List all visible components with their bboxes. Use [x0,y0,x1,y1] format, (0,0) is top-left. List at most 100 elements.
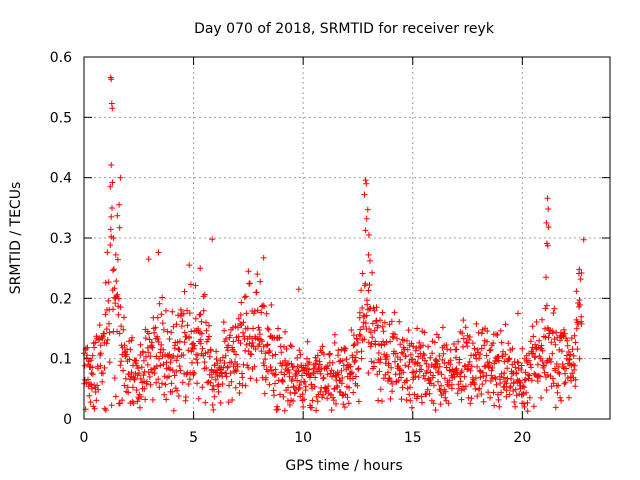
data-point [315,364,322,371]
data-point [202,399,209,406]
data-point [167,366,174,373]
data-point [237,320,244,327]
data-point [436,363,443,370]
data-point [502,351,509,358]
data-point [389,381,396,387]
data-point [365,287,372,294]
data-point [501,370,508,377]
data-point [563,365,570,372]
data-point [324,371,331,378]
x-tick-label: 15 [404,430,422,446]
data-point [497,380,504,387]
data-point [477,351,484,358]
data-point [265,368,271,375]
data-point [319,343,326,350]
data-point [461,373,468,380]
data-point [362,320,369,327]
data-point [273,406,280,413]
data-point [346,384,353,391]
data-point [371,307,378,314]
data-point [105,279,112,286]
data-point [401,346,408,353]
data-point [538,394,545,401]
data-point [173,321,180,328]
data-point [447,361,454,368]
data-point [427,369,434,376]
data-point [359,305,366,311]
data-point [129,398,136,405]
data-point [474,363,481,370]
data-point [89,385,95,392]
data-point [182,394,189,400]
data-point [364,206,371,213]
data-point [489,365,496,371]
data-point [392,350,399,357]
data-point [235,333,242,340]
data-point [116,224,123,231]
data-point [285,384,291,391]
data-point [121,382,128,389]
data-point [374,322,381,329]
data-point [142,396,149,403]
data-point [173,357,180,364]
data-point [112,393,119,400]
data-point [268,302,275,308]
data-point [467,367,474,374]
data-point [254,335,261,342]
data-point [441,375,448,382]
data-point [108,213,115,220]
data-point [498,370,505,377]
data-point [256,331,263,338]
data-point [285,366,292,373]
data-point [521,377,528,384]
y-tick-label: 0.2 [50,291,72,307]
data-point [493,381,500,388]
data-point [323,387,330,394]
data-point [542,325,548,332]
data-point [339,357,346,364]
y-tick-label: 0.3 [50,231,72,247]
data-point [86,392,93,399]
data-point [271,392,277,399]
data-point [352,373,359,380]
data-point [261,390,268,397]
data-point [89,364,96,371]
data-point [532,341,539,348]
data-point [175,346,182,353]
data-point [263,310,270,317]
data-point [247,375,254,382]
data-point [284,397,291,404]
data-point [324,395,331,402]
data-point [369,269,376,276]
data-point [567,351,574,358]
data-point [306,359,313,366]
data-point [451,341,457,347]
data-point [550,380,557,387]
data-point [281,407,288,414]
data-point [367,329,374,336]
data-point [152,324,159,331]
data-point [473,320,480,327]
data-point [551,336,558,343]
data-point [569,370,576,377]
data-point [347,370,354,377]
data-point [447,357,454,364]
data-point [177,306,184,313]
data-point [210,406,217,413]
data-point [94,382,101,389]
data-point [543,387,550,393]
data-point [289,376,296,382]
data-point [258,348,265,355]
data-point [328,407,335,413]
data-point [118,323,125,330]
data-point [514,359,521,366]
data-point [280,393,287,400]
data-point [481,342,488,349]
data-point [278,369,285,376]
data-point [487,394,494,401]
data-point [362,227,369,234]
data-point [241,294,248,301]
data-point [254,307,261,314]
data-point [508,375,515,382]
data-point [506,391,513,398]
